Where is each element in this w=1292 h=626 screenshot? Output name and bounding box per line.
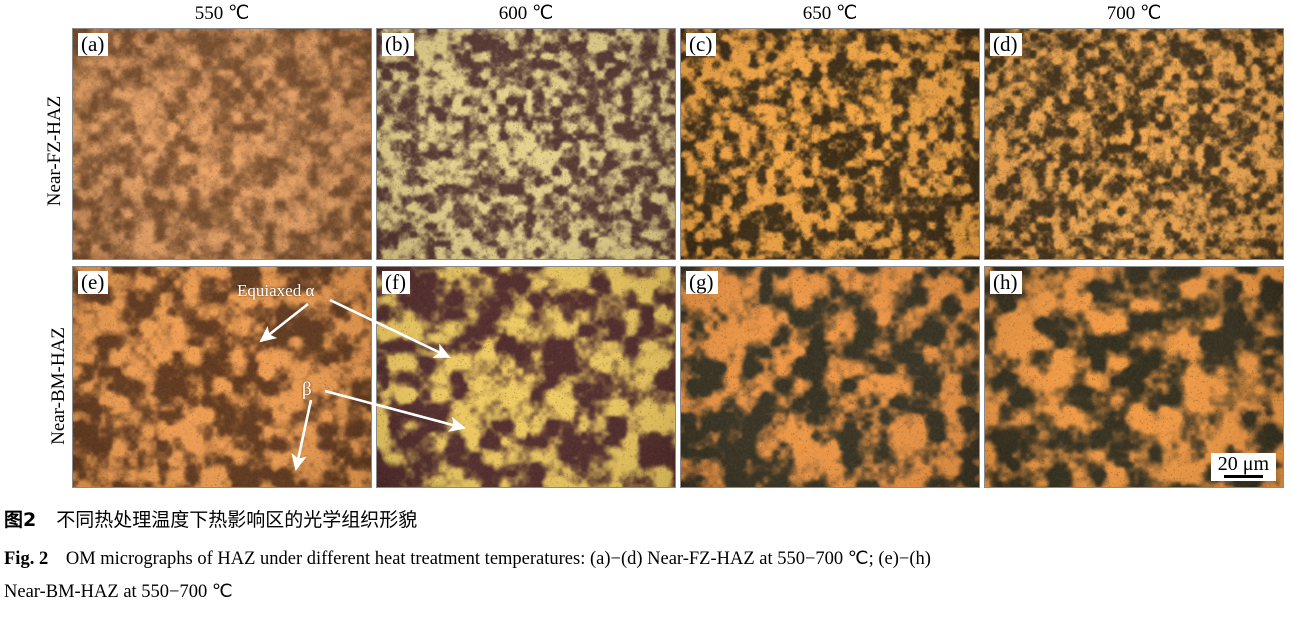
micrograph-panel-h[interactable]: (h) 20 μm	[984, 266, 1284, 488]
panel-label-d: (d)	[990, 33, 1022, 57]
scale-bar-line	[1223, 475, 1263, 478]
row-label-near-bm-haz-text: Near-BM-HAZ	[47, 327, 69, 445]
micrograph-image-d	[985, 29, 1283, 259]
micrograph-panel-c[interactable]: (c)	[680, 28, 980, 260]
micrograph-image-c	[681, 29, 979, 259]
panel-label-e: (e)	[78, 271, 109, 295]
micrograph-panel-f[interactable]: (f)	[376, 266, 676, 488]
scale-bar: 20 μm	[1210, 453, 1276, 481]
micrograph-panel-a[interactable]: (a)	[72, 28, 372, 260]
micrograph-panel-b[interactable]: (b)	[376, 28, 676, 260]
row-label-near-fz-haz: Near-FZ-HAZ	[0, 96, 65, 206]
scale-bar-label: 20 μm	[1217, 453, 1269, 475]
micrograph-panel-e[interactable]: (e)	[72, 266, 372, 488]
row-label-near-bm-haz: Near-BM-HAZ	[0, 327, 69, 445]
caption-chinese-label: 图2	[4, 509, 37, 531]
caption-english-line2: Near-BM-HAZ at 550−700 ℃	[4, 581, 233, 603]
micrograph-image-b	[377, 29, 675, 259]
panel-label-a: (a)	[78, 33, 109, 57]
column-header-600: 600 ℃	[498, 3, 554, 24]
micrograph-panel-g[interactable]: (g)	[680, 266, 980, 488]
column-header-700: 700 ℃	[1106, 3, 1162, 24]
caption-english-line2-text: Near-BM-HAZ at 550−700 ℃	[4, 582, 233, 602]
caption-chinese: 图2 不同热处理温度下热影响区的光学组织形貌	[4, 505, 417, 532]
panel-label-h: (h)	[990, 271, 1022, 295]
micrograph-image-a	[73, 29, 371, 259]
panel-label-f: (f)	[382, 271, 410, 295]
micrograph-panel-d[interactable]: (d)	[984, 28, 1284, 260]
panel-label-b: (b)	[382, 33, 414, 57]
panel-label-g: (g)	[686, 271, 718, 295]
column-header-550: 550 ℃	[194, 3, 250, 24]
panel-label-c: (c)	[686, 33, 717, 57]
column-header-650: 650 ℃	[802, 3, 858, 24]
micrograph-image-e	[73, 267, 371, 487]
annotation-equiaxed-alpha: Equiaxed α	[237, 281, 315, 300]
micrograph-image-g	[681, 267, 979, 487]
caption-english-line1-text: OM micrographs of HAZ under different he…	[65, 549, 931, 569]
row-label-near-fz-haz-text: Near-FZ-HAZ	[44, 95, 66, 207]
caption-chinese-text: 不同热处理温度下热影响区的光学组织形貌	[56, 509, 418, 531]
annotation-beta: β	[302, 379, 312, 400]
micrograph-image-f	[377, 267, 675, 487]
caption-english-line1: Fig. 2 OM micrographs of HAZ under diffe…	[4, 548, 931, 570]
caption-english-label: Fig. 2	[4, 549, 49, 569]
micrograph-image-h	[985, 267, 1283, 487]
